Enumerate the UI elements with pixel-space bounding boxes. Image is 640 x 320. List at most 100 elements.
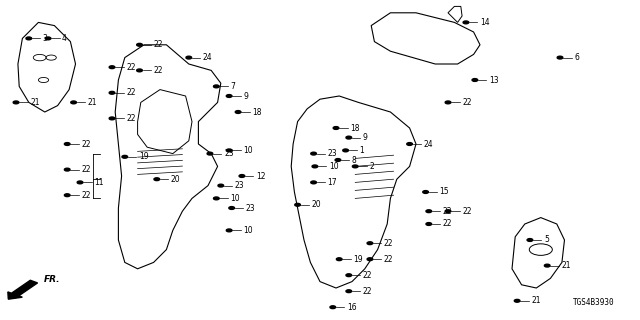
Circle shape bbox=[65, 168, 70, 171]
Text: 22: 22 bbox=[363, 271, 372, 280]
Text: 22: 22 bbox=[384, 255, 394, 264]
Text: 20: 20 bbox=[312, 200, 321, 209]
Circle shape bbox=[227, 149, 232, 152]
Text: 23: 23 bbox=[328, 149, 337, 158]
Text: 10: 10 bbox=[329, 162, 339, 171]
Circle shape bbox=[426, 223, 431, 225]
Circle shape bbox=[346, 136, 351, 139]
Text: 12: 12 bbox=[256, 172, 266, 180]
Circle shape bbox=[227, 95, 232, 97]
Circle shape bbox=[214, 197, 219, 200]
Circle shape bbox=[26, 37, 31, 40]
Text: 22: 22 bbox=[363, 287, 372, 296]
Circle shape bbox=[77, 181, 83, 184]
Text: 5: 5 bbox=[544, 236, 549, 244]
Text: 9: 9 bbox=[363, 133, 368, 142]
Circle shape bbox=[367, 242, 372, 244]
Text: 18: 18 bbox=[350, 124, 360, 132]
Text: 4: 4 bbox=[62, 34, 67, 43]
Text: TGS4B3930: TGS4B3930 bbox=[573, 298, 614, 307]
Text: 23: 23 bbox=[224, 149, 234, 158]
Text: 3: 3 bbox=[43, 34, 48, 43]
Circle shape bbox=[445, 101, 451, 104]
Circle shape bbox=[295, 204, 300, 206]
Circle shape bbox=[154, 178, 159, 180]
Text: 23: 23 bbox=[235, 181, 244, 190]
Text: 22: 22 bbox=[462, 207, 472, 216]
Text: 7: 7 bbox=[230, 82, 236, 91]
Circle shape bbox=[367, 258, 372, 260]
Circle shape bbox=[65, 194, 70, 196]
Text: 13: 13 bbox=[489, 76, 499, 84]
Text: 22: 22 bbox=[154, 66, 163, 75]
Text: 8: 8 bbox=[352, 156, 356, 164]
Text: 1: 1 bbox=[360, 146, 364, 155]
Text: 21: 21 bbox=[30, 98, 40, 107]
Circle shape bbox=[137, 44, 142, 46]
Circle shape bbox=[311, 181, 316, 184]
Circle shape bbox=[343, 149, 348, 152]
Circle shape bbox=[137, 69, 142, 72]
Circle shape bbox=[71, 101, 76, 104]
Text: 21: 21 bbox=[531, 296, 541, 305]
Text: 22: 22 bbox=[81, 165, 91, 174]
Text: 10: 10 bbox=[243, 226, 253, 235]
Circle shape bbox=[65, 143, 70, 145]
Circle shape bbox=[337, 258, 342, 260]
Text: 21: 21 bbox=[561, 261, 571, 270]
Text: 22: 22 bbox=[81, 191, 91, 200]
Circle shape bbox=[109, 66, 115, 68]
Circle shape bbox=[463, 21, 468, 24]
Circle shape bbox=[207, 152, 212, 155]
Circle shape bbox=[109, 117, 115, 120]
Circle shape bbox=[109, 92, 115, 94]
Text: 22: 22 bbox=[126, 63, 136, 72]
Circle shape bbox=[312, 165, 317, 168]
Text: 9: 9 bbox=[243, 92, 248, 100]
Text: FR.: FR. bbox=[44, 276, 60, 284]
Circle shape bbox=[229, 207, 234, 209]
Circle shape bbox=[545, 264, 550, 267]
Text: 22: 22 bbox=[443, 207, 452, 216]
Circle shape bbox=[445, 210, 451, 212]
Circle shape bbox=[218, 184, 223, 187]
Text: 19: 19 bbox=[139, 152, 148, 161]
Text: 22: 22 bbox=[126, 88, 136, 97]
Circle shape bbox=[426, 210, 431, 212]
Text: 17: 17 bbox=[328, 178, 337, 187]
Circle shape bbox=[515, 300, 520, 302]
Text: 21: 21 bbox=[88, 98, 97, 107]
Text: 18: 18 bbox=[252, 108, 262, 116]
Text: 22: 22 bbox=[81, 140, 91, 148]
Circle shape bbox=[527, 239, 532, 241]
Circle shape bbox=[335, 159, 340, 161]
Circle shape bbox=[472, 79, 477, 81]
Text: 14: 14 bbox=[480, 18, 490, 27]
Text: 22: 22 bbox=[126, 114, 136, 123]
Text: 23: 23 bbox=[246, 204, 255, 212]
Text: 15: 15 bbox=[440, 188, 449, 196]
Circle shape bbox=[13, 101, 19, 104]
Circle shape bbox=[227, 229, 232, 232]
Circle shape bbox=[214, 85, 219, 88]
Text: 16: 16 bbox=[347, 303, 356, 312]
Text: 22: 22 bbox=[462, 98, 472, 107]
Circle shape bbox=[122, 156, 127, 158]
Text: 22: 22 bbox=[154, 40, 163, 49]
Circle shape bbox=[353, 165, 358, 168]
Text: 22: 22 bbox=[384, 239, 394, 248]
Circle shape bbox=[346, 274, 351, 276]
Circle shape bbox=[186, 56, 191, 59]
Text: 6: 6 bbox=[574, 53, 579, 62]
Circle shape bbox=[333, 127, 339, 129]
Circle shape bbox=[311, 152, 316, 155]
Text: 24: 24 bbox=[424, 140, 433, 148]
Circle shape bbox=[236, 111, 241, 113]
Text: 11: 11 bbox=[94, 178, 104, 187]
Text: 24: 24 bbox=[203, 53, 212, 62]
Text: 10: 10 bbox=[230, 194, 240, 203]
Text: 10: 10 bbox=[243, 146, 253, 155]
FancyArrow shape bbox=[8, 280, 38, 299]
Circle shape bbox=[330, 306, 335, 308]
Circle shape bbox=[239, 175, 244, 177]
